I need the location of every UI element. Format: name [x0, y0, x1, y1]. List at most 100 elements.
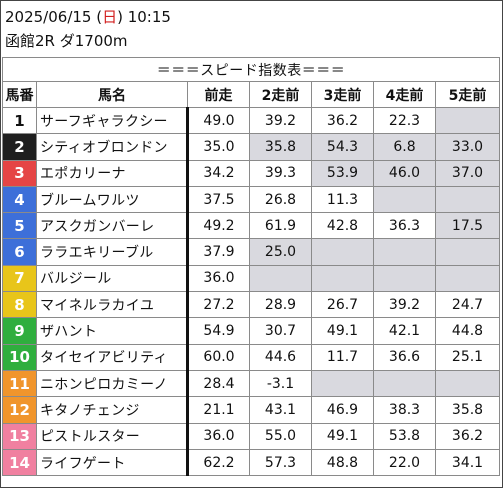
horse-number: 9 [2, 317, 37, 345]
speed-index-cell: 42.8 [311, 212, 374, 240]
speed-index-cell: 33.0 [435, 133, 500, 161]
speed-index-cell: 57.3 [249, 448, 312, 477]
horse-number: 6 [2, 238, 37, 266]
speed-index-cell: 43.1 [249, 396, 312, 424]
speed-index-cell: 22.0 [373, 448, 436, 477]
speed-index-cell: 46.0 [373, 159, 436, 187]
speed-index-cell [435, 264, 500, 293]
speed-index-cell: 48.8 [311, 448, 374, 477]
speed-index-cell [311, 369, 374, 398]
speed-index-cell: 42.1 [373, 317, 436, 345]
col-header-3-races-ago: 3走前 [311, 81, 374, 108]
table-title: ＝＝＝スピード指数表＝＝＝ [2, 57, 500, 82]
horse-name: ライフゲート [36, 448, 189, 477]
table-row: 14 ライフゲート 62.2 57.3 48.8 22.0 34.1 [2, 448, 500, 477]
speed-index-cell [373, 369, 436, 398]
date-text: 2025/06/15 ( [5, 8, 103, 26]
speed-index-cell: 49.1 [311, 422, 374, 450]
speed-index-cell: 53.9 [311, 159, 374, 187]
horse-name: アスクガンバーレ [36, 212, 189, 240]
horse-name: ララエキリーブル [36, 238, 189, 266]
horse-number: 13 [2, 422, 37, 450]
speed-index-cell: 24.7 [435, 291, 500, 319]
speed-index-cell: 26.8 [249, 185, 312, 214]
horse-name: キタノチェンジ [36, 396, 189, 424]
speed-index-cell: 55.0 [249, 422, 312, 450]
speed-index-cell: -3.1 [249, 369, 312, 398]
time-text: ) 10:15 [117, 8, 171, 26]
speed-index-cell: 36.0 [187, 264, 250, 293]
speed-index-cell [373, 238, 436, 266]
horse-name: エポカリーナ [36, 159, 189, 187]
table-row: 12 キタノチェンジ 21.1 43.1 46.9 38.3 35.8 [2, 396, 500, 424]
horse-name: ブルームワルツ [36, 185, 189, 214]
table-row: 2 シティオブロンドン 35.0 35.8 54.3 6.8 33.0 [2, 133, 500, 161]
speed-index-cell [311, 238, 374, 266]
speed-index-cell: 62.2 [187, 448, 250, 477]
speed-index-cell: 54.3 [311, 133, 374, 161]
speed-index-cell: 11.7 [311, 343, 374, 371]
speed-index-cell: 37.9 [187, 238, 250, 266]
table-row: 4 ブルームワルツ 37.5 26.8 11.3 [2, 185, 500, 214]
speed-index-cell: 36.2 [311, 106, 374, 135]
speed-index-cell [249, 264, 312, 293]
speed-index-table: ＝＝＝スピード指数表＝＝＝ 馬番 馬名 前走 2走前 3走前 4走前 5走前 1… [2, 57, 500, 477]
table-row: 13 ピストルスター 36.0 55.0 49.1 53.8 36.2 [2, 422, 500, 450]
speed-index-cell: 36.6 [373, 343, 436, 371]
speed-index-cell: 36.2 [435, 422, 500, 450]
horse-number: 10 [2, 343, 37, 371]
table-row: 11 ニホンピロカミーノ 28.4 -3.1 [2, 369, 500, 398]
col-header-last-race: 前走 [187, 81, 250, 108]
speed-index-cell [435, 185, 500, 214]
speed-index-cell [435, 106, 500, 135]
race-info: 函館2R ダ1700m [5, 32, 128, 50]
speed-index-cell: 30.7 [249, 317, 312, 345]
speed-index-cell: 46.9 [311, 396, 374, 424]
horse-number: 14 [2, 448, 37, 477]
table-row: 7 バルジール 36.0 [2, 264, 500, 293]
speed-index-cell: 34.1 [435, 448, 500, 477]
speed-index-cell: 44.6 [249, 343, 312, 371]
speed-index-cell [373, 185, 436, 214]
speed-index-cell: 39.3 [249, 159, 312, 187]
speed-index-cell: 17.5 [435, 212, 500, 240]
speed-index-cell: 39.2 [373, 291, 436, 319]
speed-index-cell: 49.0 [187, 106, 250, 135]
speed-index-cell: 11.3 [311, 185, 374, 214]
speed-index-cell: 27.2 [187, 291, 250, 319]
speed-index-cell: 61.9 [249, 212, 312, 240]
speed-index-cell: 49.2 [187, 212, 250, 240]
col-header-5-races-ago: 5走前 [435, 81, 500, 108]
horse-number: 11 [2, 369, 37, 398]
speed-index-cell: 34.2 [187, 159, 250, 187]
speed-index-cell: 37.0 [435, 159, 500, 187]
speed-index-cell: 49.1 [311, 317, 374, 345]
table-row: 10 タイセイアビリティ 60.0 44.6 11.7 36.6 25.1 [2, 343, 500, 371]
horse-name: マイネルラカイユ [36, 291, 189, 319]
speed-index-cell: 36.0 [187, 422, 250, 450]
speed-index-cell: 36.3 [373, 212, 436, 240]
speed-index-cell: 60.0 [187, 343, 250, 371]
speed-index-cell [311, 264, 374, 293]
horse-number: 4 [2, 185, 37, 214]
horse-name: タイセイアビリティ [36, 343, 189, 371]
horse-number: 5 [2, 212, 37, 240]
speed-index-cell: 22.3 [373, 106, 436, 135]
table-row: 5 アスクガンバーレ 49.2 61.9 42.8 36.3 17.5 [2, 212, 500, 240]
speed-index-cell [435, 369, 500, 398]
speed-index-cell: 26.7 [311, 291, 374, 319]
table-row: 3 エポカリーナ 34.2 39.3 53.9 46.0 37.0 [2, 159, 500, 187]
horse-number: 12 [2, 396, 37, 424]
horse-name: シティオブロンドン [36, 133, 189, 161]
speed-index-cell: 37.5 [187, 185, 250, 214]
speed-index-cell: 35.0 [187, 133, 250, 161]
speed-index-cell: 21.1 [187, 396, 250, 424]
speed-index-cell: 44.8 [435, 317, 500, 345]
weekday: 日 [102, 8, 118, 26]
horse-name: ニホンピロカミーノ [36, 369, 189, 398]
col-header-4-races-ago: 4走前 [373, 81, 436, 108]
date-time: 2025/06/15 (日) 10:15 [5, 8, 171, 26]
horse-name: ピストルスター [36, 422, 189, 450]
horse-name: サーフギャラクシー [36, 106, 189, 135]
speed-index-cell: 35.8 [249, 133, 312, 161]
